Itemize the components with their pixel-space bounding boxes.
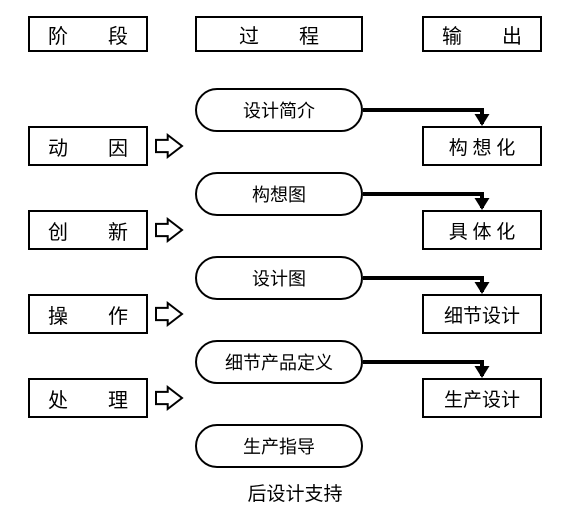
flow-arrow: [363, 194, 482, 208]
process-pill: 设计图: [195, 256, 363, 300]
header-output: 输 出: [422, 16, 542, 52]
stage-label: 操 作: [48, 300, 128, 329]
hollow-arrow-icon: [156, 387, 182, 409]
hollow-arrow-icon: [156, 303, 182, 325]
stage-box: 处 理: [28, 378, 148, 418]
process-pill: 细节产品定义: [195, 340, 363, 384]
header-stage: 阶 段: [28, 16, 148, 52]
arrowhead-icon: [475, 198, 490, 210]
hollow-arrow-icon: [156, 135, 182, 157]
hollow-arrow-icon: [156, 219, 182, 241]
process-label: 构想图: [252, 181, 306, 207]
stage-box: 创 新: [28, 210, 148, 250]
output-label: 构 想 化: [449, 133, 516, 160]
output-label: 具 体 化: [449, 217, 516, 244]
arrowhead-icon: [475, 366, 490, 378]
header-stage-label: 阶 段: [48, 20, 128, 49]
footer-text: 后设计支持: [215, 480, 375, 504]
flow-arrow: [363, 362, 482, 376]
process-label: 设计图: [252, 265, 306, 291]
header-output-label: 输 出: [442, 20, 522, 49]
process-label: 细节产品定义: [225, 349, 333, 375]
output-label: 细节设计: [444, 301, 520, 328]
stage-label: 动 因: [48, 132, 128, 161]
footer-label: 后设计支持: [247, 479, 342, 506]
process-label: 生产指导: [243, 433, 315, 459]
stage-label: 处 理: [48, 384, 128, 413]
arrowhead-icon: [475, 282, 490, 294]
stage-label: 创 新: [48, 216, 128, 245]
stage-box: 操 作: [28, 294, 148, 334]
stage-box: 动 因: [28, 126, 148, 166]
flow-arrow: [363, 110, 482, 124]
output-box: 构 想 化: [422, 126, 542, 166]
header-process: 过 程: [195, 16, 363, 52]
process-pill: 生产指导: [195, 424, 363, 468]
process-pill: 构想图: [195, 172, 363, 216]
output-box: 细节设计: [422, 294, 542, 334]
output-label: 生产设计: [444, 385, 520, 412]
process-label: 设计简介: [243, 97, 315, 123]
header-process-label: 过 程: [239, 20, 319, 49]
arrowhead-icon: [475, 114, 490, 126]
flow-arrow: [363, 278, 482, 292]
output-box: 具 体 化: [422, 210, 542, 250]
output-box: 生产设计: [422, 378, 542, 418]
process-pill: 设计简介: [195, 88, 363, 132]
